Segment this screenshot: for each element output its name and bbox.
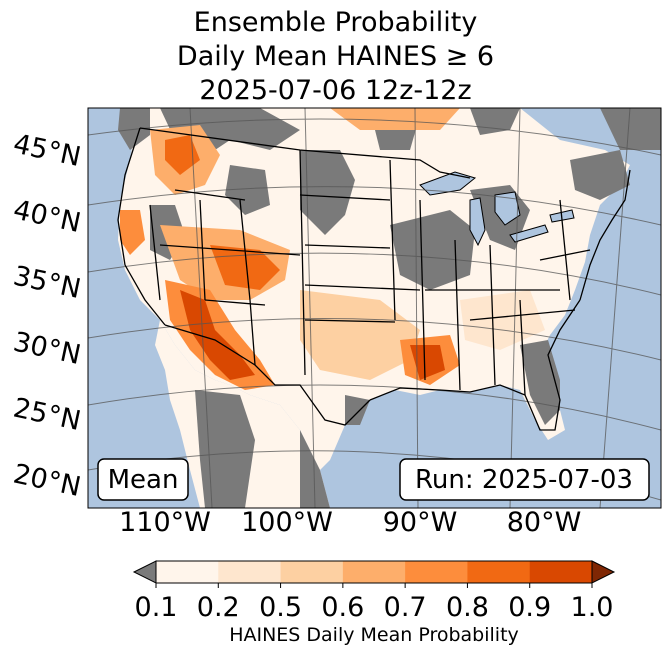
gray-east (570, 150, 630, 200)
lat-label-30: 30°N (11, 327, 84, 371)
lon-label-100: 100°W (241, 507, 333, 538)
colorbar-cell (405, 561, 468, 583)
map-frame (87, 107, 662, 509)
colorbar-tick-label: 0.5 (259, 592, 302, 623)
colorbar-tick-label: 0.7 (384, 592, 427, 623)
colorbar-frame (155, 560, 593, 584)
gray-texas-gulf (345, 395, 370, 425)
colorbar-cell (280, 561, 344, 583)
state-lines-central (299, 149, 426, 381)
meridian-80 (509, 108, 521, 508)
prob-southeast (460, 290, 545, 350)
colorbar-cell (529, 561, 593, 583)
prob-pacific-nw-core (165, 135, 200, 175)
colorbar-cell (156, 561, 219, 583)
colorbar-tick-label: 0.8 (446, 592, 489, 623)
colorbar-over-arrow (591, 560, 616, 584)
run-box-label: Run: 2025-07-03 (415, 465, 633, 495)
title-line-3: 2025-07-06 12z-12z (199, 75, 472, 106)
colorbar-ticks: 0.1 0.2 0.5 0.6 0.7 0.8 0.9 1.0 (135, 583, 614, 623)
prob-louisiana-core (410, 345, 445, 380)
colorbar-title: HAINES Daily Mean Probability (229, 624, 519, 646)
lat-label-20: 20°N (11, 459, 84, 503)
lake-erie (509, 224, 549, 243)
run-box: Run: 2025-07-03 (399, 458, 650, 501)
meridian-110 (189, 108, 213, 508)
map-panel (88, 108, 661, 508)
colorbar-tick-label: 0.2 (197, 592, 240, 623)
lat-label-35: 35°N (11, 261, 84, 305)
mean-box-label: Mean (108, 465, 179, 495)
colorbar-under-arrow (132, 560, 157, 584)
parallel-40 (88, 186, 661, 226)
east-coast (579, 169, 631, 301)
gray-great-basin (225, 165, 270, 215)
gray-midwest (390, 210, 475, 290)
state-lines-west (149, 189, 301, 366)
lon-labels: 110°W 100°W 90°W 80°W (119, 507, 581, 538)
lon-label-80: 80°W (507, 507, 582, 538)
parallel-45 (88, 118, 661, 156)
prob-canada-north (330, 108, 460, 130)
colorbar-tick-label: 1.0 (571, 592, 614, 623)
lat-label-45: 45°N (11, 129, 84, 173)
colorbar-cell (342, 561, 406, 583)
lon-label-90: 90°W (383, 507, 458, 538)
gray-mexico-east (300, 430, 330, 508)
us-outline-west (117, 127, 166, 326)
colorbar: 0.1 0.2 0.5 0.6 0.7 0.8 0.9 1.0 (132, 560, 616, 623)
colorbar-tick-label: 0.1 (135, 592, 178, 623)
colorbar-tick-label: 0.9 (508, 592, 551, 623)
colorbar-cells (156, 561, 593, 583)
colorbar-cell (467, 561, 531, 583)
meridian-90 (414, 108, 419, 508)
prob-california-north (120, 210, 145, 255)
gray-plains-north (300, 150, 355, 235)
lat-label-25: 25°N (11, 393, 84, 437)
lat-labels: 45°N 40°N 35°N 30°N 25°N 20°N (11, 129, 84, 503)
lake-huron (494, 191, 521, 226)
great-lakes (419, 171, 575, 247)
run-box-frame (399, 458, 650, 501)
lake-michigan (469, 197, 486, 247)
prob-arizona-core (180, 290, 255, 380)
gray-quebec (600, 108, 661, 150)
state-lines-east (425, 199, 591, 396)
mean-box-frame (97, 458, 189, 501)
gulf-coast (369, 299, 581, 431)
colorbar-tick-label: 0.6 (321, 592, 364, 623)
us-mexico-border (164, 324, 371, 426)
lat-label-40: 40°N (11, 195, 84, 239)
probability-fields (120, 108, 545, 390)
colorbar-cell (218, 561, 282, 583)
parallel-35 (88, 252, 661, 296)
state-borders (117, 127, 631, 431)
parallel-25 (88, 384, 661, 431)
us-canada-border (139, 127, 471, 179)
lon-label-110: 110°W (119, 507, 211, 538)
title-line-1: Ensemble Probability (193, 7, 478, 38)
title-line-2: Daily Mean HAINES ≥ 6 (176, 41, 495, 72)
mean-box: Mean (97, 458, 189, 501)
meridian-100 (304, 108, 316, 508)
gray-canada-east (470, 108, 520, 135)
meridian-70 (599, 108, 631, 508)
prob-southern-plains (300, 290, 420, 380)
